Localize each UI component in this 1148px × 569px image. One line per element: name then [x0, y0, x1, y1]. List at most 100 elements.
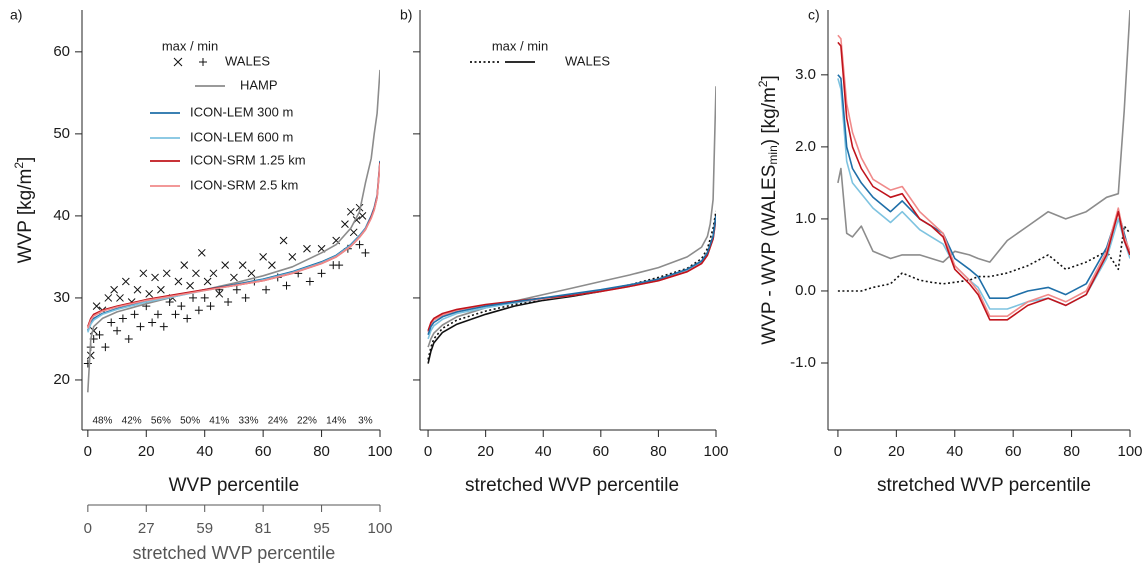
data-point — [113, 326, 122, 335]
legend-label: WALES — [225, 53, 270, 68]
legend-label: ICON-SRM 2.5 km — [190, 177, 298, 192]
legend-label: ICON-LEM 300 m — [190, 104, 293, 119]
data-point — [288, 253, 297, 261]
bin-share: 56% — [151, 416, 171, 427]
bin-share: 50% — [180, 416, 200, 427]
data-point — [183, 314, 192, 323]
x2-axis-label: stretched WVP percentile — [133, 543, 336, 563]
x-tick-label: 40 — [196, 443, 213, 460]
bin-share: 22% — [297, 416, 317, 427]
data-point — [361, 248, 370, 257]
data-point — [224, 298, 233, 307]
x-axis-label: WVP percentile — [169, 475, 300, 496]
legend-marker — [199, 58, 207, 66]
data-point — [86, 351, 95, 360]
y-axis-label-part: min — [766, 145, 780, 164]
y-tick-label: 40 — [53, 207, 70, 224]
legend-label: ICON-LEM 600 m — [190, 129, 293, 144]
data-point — [162, 269, 171, 278]
y-axis-label: WVP [kg/m2] — [12, 157, 36, 264]
y-tick-label: 2.0 — [795, 138, 816, 155]
x-tick-label: 20 — [477, 443, 494, 460]
data-point — [206, 302, 215, 311]
data-point — [303, 244, 311, 253]
bin-share: 3% — [358, 416, 373, 427]
x-tick-label: 20 — [138, 443, 155, 460]
data-point — [157, 285, 165, 294]
data-point — [186, 281, 194, 290]
data-line — [427, 217, 716, 331]
legend-title: max / min — [162, 38, 218, 53]
y-tick-label: 1.0 — [795, 210, 816, 227]
data-line — [87, 163, 380, 329]
x-tick-label: 40 — [535, 443, 552, 460]
data-line — [427, 210, 716, 360]
legend-label: ICON-SRM 1.25 km — [190, 152, 306, 167]
data-line — [837, 41, 1130, 321]
data-point — [101, 343, 110, 352]
data-point — [116, 294, 124, 302]
data-point — [133, 285, 142, 294]
x-axis-label: stretched WVP percentile — [877, 475, 1091, 496]
x-tick-label: 40 — [946, 443, 963, 460]
x-tick-label: 0 — [84, 443, 92, 460]
data-line — [427, 214, 716, 364]
data-point — [145, 289, 154, 298]
data-line — [837, 74, 1130, 299]
y-tick-label: 20 — [53, 371, 70, 388]
data-point — [92, 302, 101, 310]
data-point — [83, 359, 92, 368]
data-point — [355, 240, 364, 249]
plot-area — [83, 69, 380, 393]
x-axis-label: stretched WVP percentile — [465, 475, 679, 496]
data-point — [130, 310, 139, 319]
plot-area — [837, 10, 1130, 321]
data-line — [427, 86, 716, 348]
data-line — [87, 69, 380, 393]
bin-share: 33% — [239, 416, 259, 427]
x-tick-label: 100 — [703, 443, 728, 460]
data-point — [259, 253, 267, 261]
x-tick-label: 80 — [313, 443, 330, 460]
legend-label: HAMP — [240, 77, 278, 92]
data-line — [427, 215, 716, 336]
x-tick-label: 60 — [1005, 443, 1022, 460]
data-point — [230, 273, 238, 282]
x2-tick-label: 59 — [196, 520, 213, 537]
x2-tick-label: 27 — [138, 520, 155, 537]
y-axis-label-part: 2 — [12, 162, 26, 169]
bin-share: 14% — [326, 416, 346, 427]
y-tick-label: 3.0 — [795, 66, 816, 83]
bin-share: 42% — [122, 416, 142, 427]
data-point — [95, 330, 104, 339]
data-point — [159, 322, 168, 331]
data-point — [232, 285, 241, 294]
data-point — [349, 228, 358, 237]
plot-area — [427, 86, 716, 364]
data-point — [171, 310, 180, 319]
legend-marker — [173, 57, 183, 67]
data-point — [124, 334, 133, 343]
data-point — [194, 306, 203, 315]
data-point — [241, 293, 250, 302]
data-point — [203, 277, 212, 286]
data-point — [247, 269, 256, 278]
data-point — [262, 285, 271, 294]
x-tick-label: 60 — [592, 443, 609, 460]
bin-share: 48% — [92, 416, 112, 427]
x-tick-label: 0 — [424, 443, 432, 460]
data-point — [197, 248, 206, 257]
x-tick-label: 80 — [1063, 443, 1080, 460]
data-point — [346, 207, 355, 216]
y-axis-label-part: ) [kg/m — [759, 87, 780, 145]
data-point — [139, 269, 148, 278]
data-point — [335, 261, 344, 270]
y-axis-label: WVP - WVP (WALESmin) [kg/m2] — [756, 75, 780, 345]
x2-tick-label: 81 — [255, 520, 272, 537]
panel-label: c) — [808, 7, 820, 23]
data-line — [837, 225, 1130, 292]
y-tick-label: 0.0 — [795, 282, 816, 299]
y-axis-label-part: 2 — [756, 80, 770, 87]
y-axis-label-part: ] — [15, 157, 36, 162]
